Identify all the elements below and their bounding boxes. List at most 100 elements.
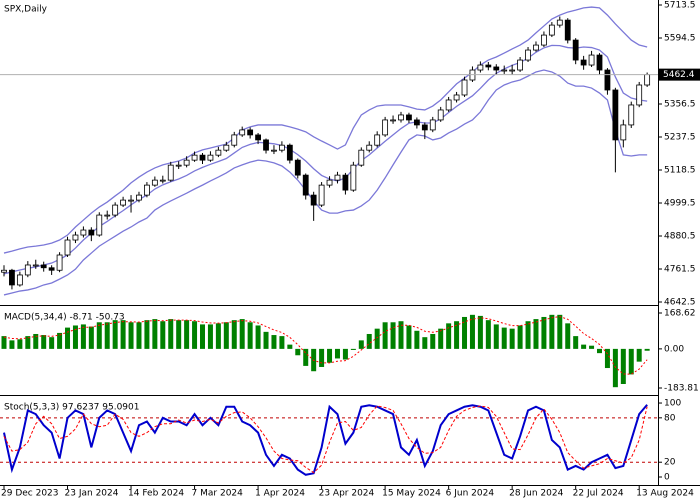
macd-bar: [517, 325, 523, 349]
panel-title: SPX,Daily: [4, 5, 48, 15]
macd-bar: [446, 323, 452, 349]
macd-bar: [279, 336, 285, 349]
y-tick-label: 5118.5: [664, 165, 696, 175]
macd-bar: [350, 348, 356, 350]
y-tick-label: 80: [664, 413, 676, 423]
macd-bar: [493, 324, 499, 349]
candle-body: [56, 254, 63, 271]
candle-body: [144, 184, 150, 196]
last-price-label: 5462.4: [663, 70, 695, 80]
candle-body: [72, 234, 79, 241]
candle-body: [40, 264, 47, 269]
macd-bar: [49, 337, 55, 349]
macd-bar: [255, 325, 261, 349]
macd-bar: [382, 322, 388, 349]
candle-body: [159, 179, 166, 182]
macd-bar: [247, 322, 253, 349]
candle-body: [525, 49, 531, 61]
y-tick-label: 0: [664, 473, 670, 483]
bollinger-upper: [3, 6, 648, 254]
macd-bar: [549, 314, 555, 349]
macd-bar: [168, 319, 174, 349]
macd-bar: [374, 328, 380, 349]
macd-bar: [65, 327, 71, 349]
macd-bar: [88, 326, 94, 349]
macd-bar: [184, 320, 190, 349]
candle-body: [263, 139, 269, 151]
x-tick-label: 6 Jun 2024: [446, 489, 495, 499]
candle-body: [604, 69, 611, 91]
candle-body: [453, 94, 460, 101]
candle-body: [390, 119, 396, 122]
candle-body: [215, 149, 222, 156]
candle-body: [541, 34, 547, 46]
macd-bar: [287, 344, 293, 349]
macd-bar: [390, 322, 396, 349]
y-tick-label: 5594.5: [664, 33, 696, 43]
y-tick-label: 5356.5: [664, 99, 696, 109]
candle-body: [271, 149, 277, 152]
candle-body: [239, 129, 246, 136]
macd-bar: [501, 327, 507, 349]
x-tick-label: 14 Feb 2024: [128, 489, 184, 499]
x-tick-label: 13 Aug 2024: [636, 489, 694, 499]
candle-body: [294, 159, 301, 176]
macd-bar: [128, 322, 134, 349]
candle-body: [80, 229, 87, 236]
macd-bar: [207, 324, 213, 349]
candle-body: [16, 274, 23, 286]
candle-body: [24, 264, 31, 276]
candle-body: [9, 269, 15, 286]
macd-bar: [342, 348, 348, 360]
candle-body: [612, 89, 619, 141]
candle-body: [628, 104, 635, 126]
y-tick-label: 168.62: [664, 308, 696, 318]
candle-body: [207, 154, 214, 161]
macd-bar: [295, 348, 301, 356]
candle-body: [48, 267, 55, 271]
macd-bar: [176, 320, 182, 349]
macd-bar: [469, 314, 475, 349]
y-tick-label: 100: [664, 399, 681, 409]
candle-body: [318, 184, 325, 206]
macd-bar: [636, 348, 642, 362]
panel-title: MACD(5,34,4) -8.71 -50.73: [4, 313, 125, 323]
candle-body: [501, 69, 508, 72]
macd-bar: [597, 348, 602, 354]
candle-body: [255, 134, 261, 141]
macd-bar: [104, 322, 110, 349]
macd-bar: [192, 321, 198, 349]
macd-bar: [358, 340, 364, 349]
x-tick-label: 29 Dec 2023: [1, 489, 59, 499]
candle-body: [247, 129, 254, 136]
y-tick-label: 4642.5: [664, 298, 696, 308]
candle-body: [533, 44, 539, 51]
macd-bar: [557, 314, 563, 349]
macd-bar: [422, 337, 428, 349]
candle-body: [382, 119, 389, 136]
x-tick-label: 15 May 2024: [382, 489, 441, 499]
candle-body: [175, 164, 182, 167]
candle-body: [32, 264, 39, 267]
macd-bar: [644, 348, 650, 351]
macd-bar: [41, 335, 47, 349]
macd-bar: [541, 316, 547, 349]
candle-body: [548, 24, 555, 36]
x-tick-label: 23 Jan 2024: [65, 489, 119, 499]
candle-body: [231, 134, 238, 146]
candle-body: [644, 74, 651, 86]
candle-body: [517, 59, 523, 71]
macd-bar: [263, 331, 269, 349]
last-price-box: [659, 68, 700, 81]
macd-bar: [533, 319, 539, 349]
candle-body: [88, 229, 95, 236]
candle-body: [342, 174, 349, 191]
candle-body: [580, 59, 587, 66]
candle-body: [620, 124, 627, 141]
candle-body: [461, 79, 468, 96]
macd-bar: [509, 328, 515, 349]
candle-body: [136, 194, 142, 201]
macd-bar: [72, 325, 78, 349]
candle-body: [509, 69, 516, 72]
candle-body: [167, 164, 174, 181]
